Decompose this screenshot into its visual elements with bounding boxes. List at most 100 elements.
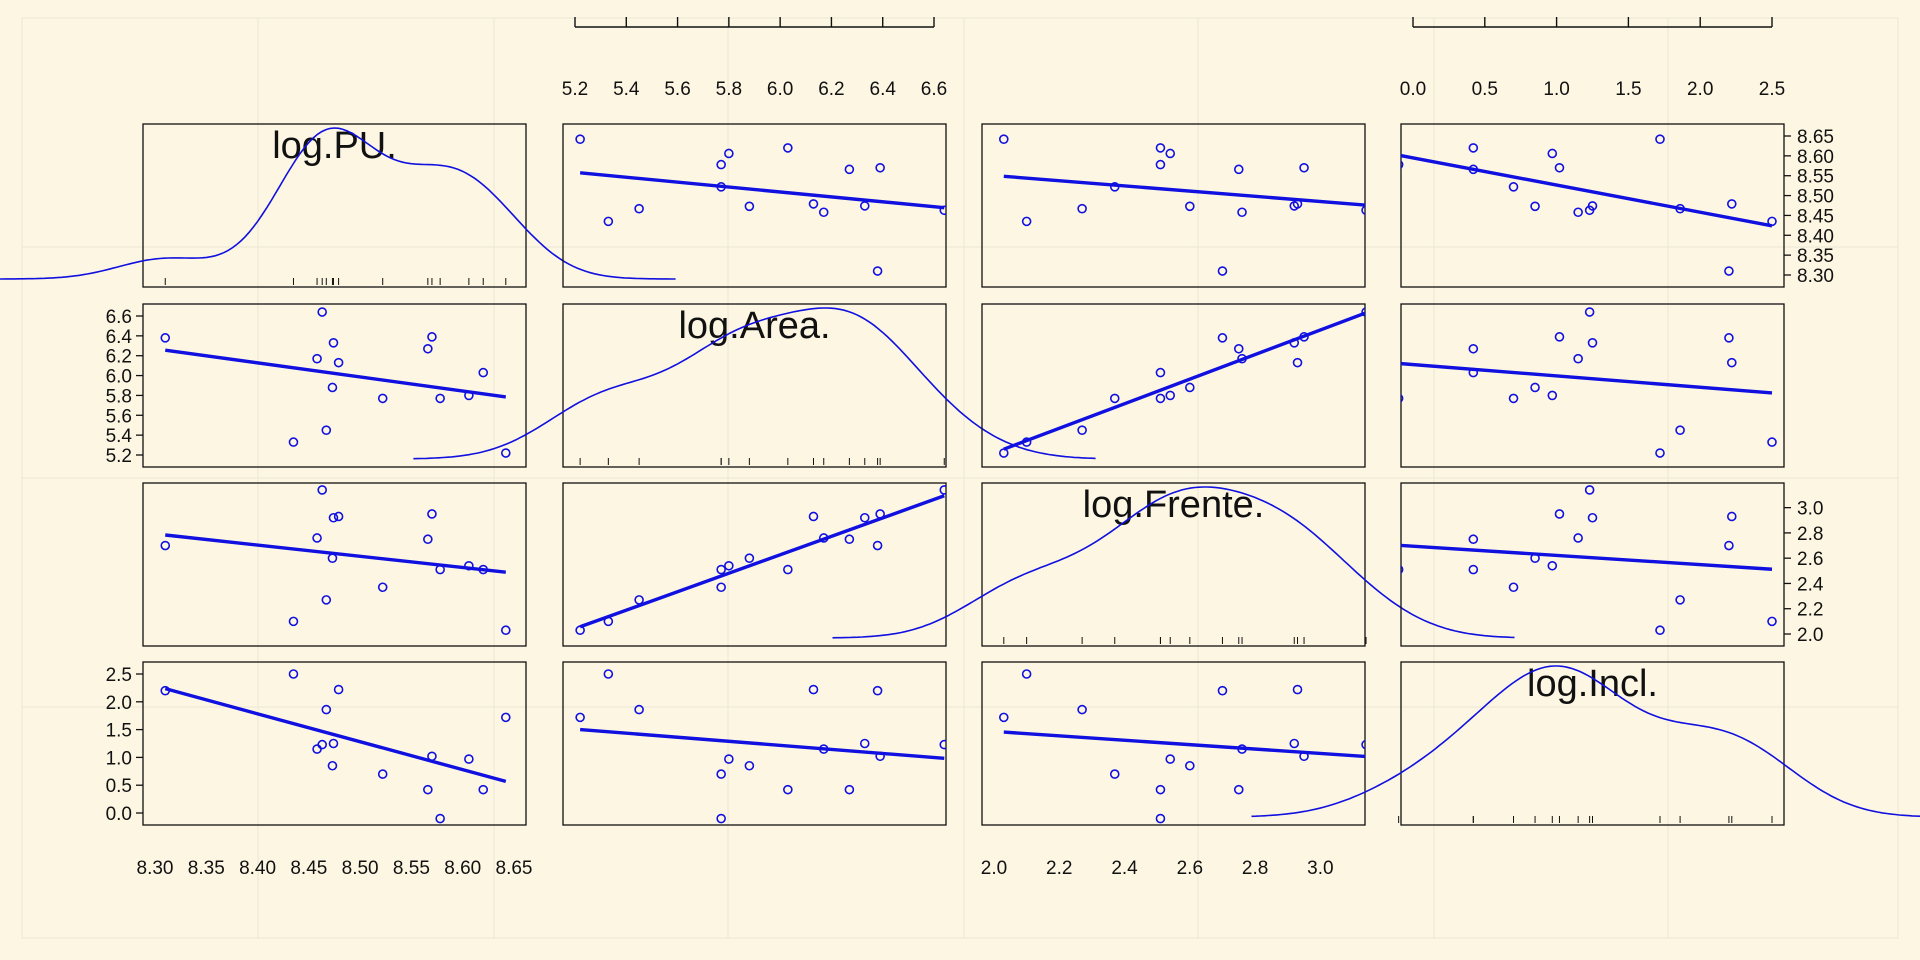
tick-label: 0.0 bbox=[1400, 79, 1426, 100]
scatter-panel-incl-vs-frente bbox=[981, 661, 1366, 826]
data-point bbox=[321, 704, 332, 715]
tick-label: 6.2 bbox=[818, 79, 844, 100]
tick-label: 8.45 bbox=[1797, 206, 1834, 227]
tick-label: 2.0 bbox=[981, 858, 1007, 879]
data-point bbox=[312, 353, 322, 364]
data-point bbox=[1584, 485, 1595, 495]
data-point bbox=[478, 367, 489, 378]
tick-label: 6.6 bbox=[921, 79, 947, 100]
tick-label: 2.0 bbox=[106, 693, 132, 714]
data-point bbox=[435, 564, 445, 575]
tick-label: 1.0 bbox=[1543, 79, 1569, 100]
data-point bbox=[1724, 540, 1734, 551]
data-point bbox=[1655, 625, 1665, 636]
scatter-panel-pu-vs-incl bbox=[1400, 123, 1785, 288]
data-point bbox=[1185, 201, 1195, 212]
scatter-panel-area-vs-incl bbox=[1400, 303, 1785, 468]
data-point bbox=[783, 784, 793, 795]
data-point bbox=[377, 582, 388, 593]
top-axis-area: 5.2 5.4 5.6 5.8 6.0 6.2 6.4 6.6 bbox=[562, 17, 947, 100]
data-point bbox=[1165, 754, 1176, 764]
panel-frame bbox=[142, 303, 527, 468]
data-point bbox=[939, 739, 946, 750]
data-point bbox=[288, 669, 299, 679]
regression-line bbox=[1003, 311, 1365, 451]
data-point bbox=[1217, 333, 1228, 343]
tick-label: 2.6 bbox=[1797, 549, 1823, 570]
panel-frame bbox=[142, 123, 527, 288]
tick-label: 6.4 bbox=[870, 79, 897, 100]
tick-label: 8.40 bbox=[1797, 226, 1834, 247]
background-grid bbox=[21, 17, 1899, 939]
tick-label: 0.5 bbox=[1472, 79, 1498, 100]
panel-content bbox=[160, 307, 511, 458]
regression-line bbox=[165, 348, 507, 399]
data-point bbox=[1155, 393, 1166, 404]
diagonal-panel-incl: log.Incl. bbox=[1251, 661, 1920, 826]
data-point bbox=[1401, 160, 1404, 169]
data-point bbox=[423, 534, 433, 545]
data-point bbox=[998, 134, 1009, 144]
data-point bbox=[1155, 367, 1166, 378]
data-point bbox=[1165, 148, 1176, 159]
tick-label: 8.35 bbox=[188, 858, 225, 879]
regression-line bbox=[165, 533, 506, 574]
tick-label: 8.35 bbox=[1797, 246, 1834, 267]
tick-label: 2.5 bbox=[1759, 79, 1785, 100]
panel-content bbox=[160, 485, 511, 636]
data-point bbox=[716, 582, 726, 593]
data-point bbox=[500, 712, 511, 723]
data-point bbox=[1165, 390, 1176, 401]
tick-label: 5.8 bbox=[106, 386, 132, 407]
panels: log.PU. log.Area. log.Frente. log.Incl. bbox=[0, 123, 1920, 826]
tick-label: 1.5 bbox=[1615, 79, 1641, 100]
data-point bbox=[716, 159, 726, 170]
tick-label: 2.4 bbox=[1111, 858, 1138, 879]
data-point bbox=[634, 203, 644, 214]
data-point bbox=[603, 616, 614, 627]
data-point bbox=[575, 712, 585, 723]
data-point bbox=[500, 625, 511, 636]
panel-content bbox=[575, 134, 946, 276]
data-point bbox=[1077, 425, 1087, 435]
data-point bbox=[1109, 393, 1120, 404]
data-point bbox=[1655, 134, 1665, 144]
tick-label: 8.30 bbox=[137, 858, 174, 879]
data-point bbox=[478, 784, 489, 795]
data-point bbox=[321, 595, 332, 605]
data-point bbox=[427, 509, 437, 519]
data-point bbox=[160, 685, 171, 696]
tick-label: 8.45 bbox=[290, 858, 327, 879]
data-point bbox=[321, 425, 332, 435]
data-point bbox=[1361, 307, 1365, 317]
data-point bbox=[875, 751, 885, 762]
data-point bbox=[1361, 205, 1365, 215]
scatter-panel-incl-vs-pu bbox=[142, 661, 527, 826]
tick-label: 5.2 bbox=[106, 446, 132, 467]
tick-label: 2.0 bbox=[1687, 79, 1713, 100]
data-point bbox=[1289, 338, 1300, 348]
tick-label: 8.55 bbox=[1797, 167, 1834, 188]
data-point bbox=[1587, 201, 1598, 211]
tick-label: 6.2 bbox=[106, 347, 132, 368]
tick-label: 8.40 bbox=[239, 858, 276, 879]
data-point bbox=[1299, 332, 1309, 342]
data-point bbox=[808, 199, 819, 209]
data-point bbox=[1726, 357, 1737, 368]
data-point bbox=[1767, 216, 1777, 227]
regression-line bbox=[1401, 361, 1773, 395]
scatter-panel-frente-vs-area bbox=[562, 482, 947, 647]
bottom-axis-frente: 2.0 2.2 2.4 2.6 2.8 3.0 bbox=[981, 858, 1334, 879]
tick-label: 8.50 bbox=[1797, 187, 1834, 208]
tick-label: 5.4 bbox=[106, 426, 133, 447]
data-point bbox=[1401, 565, 1404, 574]
data-point bbox=[423, 784, 433, 795]
data-point bbox=[328, 512, 339, 523]
panel-content bbox=[1401, 485, 1777, 636]
tick-label: 5.6 bbox=[106, 406, 132, 427]
panel-frame bbox=[142, 482, 527, 647]
data-point bbox=[1573, 533, 1583, 543]
tick-label: 8.55 bbox=[393, 858, 430, 879]
right-axis-frente: 2.0 2.2 2.4 2.6 2.8 3.0 bbox=[1784, 499, 1824, 646]
